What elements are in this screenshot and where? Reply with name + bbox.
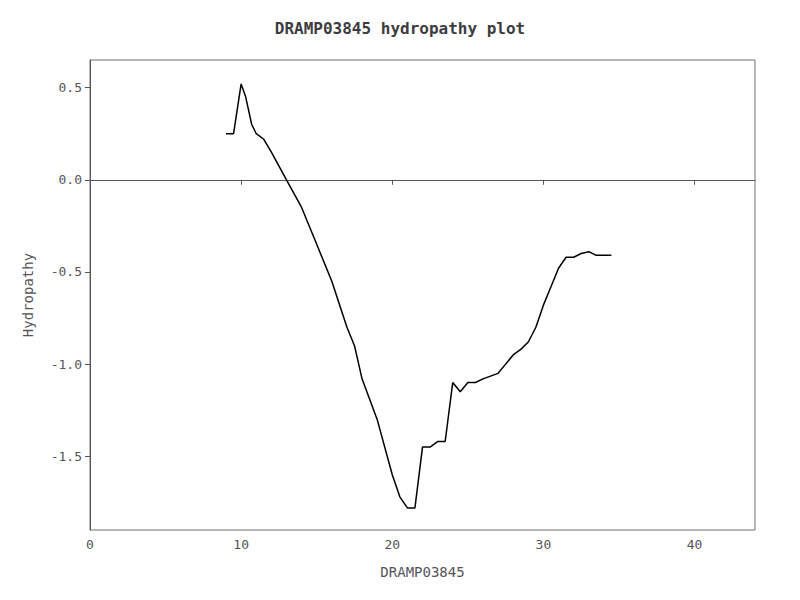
svg-text:10: 10 [233,537,249,552]
svg-text:-0.5: -0.5 [51,264,82,279]
svg-text:0: 0 [86,537,94,552]
svg-text:DRAMP03845: DRAMP03845 [380,564,464,580]
svg-text:30: 30 [536,537,552,552]
svg-text:20: 20 [384,537,400,552]
svg-text:-1.0: -1.0 [51,357,82,372]
svg-text:DRAMP03845 hydropathy plot: DRAMP03845 hydropathy plot [275,19,525,38]
svg-text:0.5: 0.5 [59,80,82,95]
svg-text:40: 40 [687,537,703,552]
svg-text:Hydropathy: Hydropathy [20,253,36,337]
svg-text:-1.5: -1.5 [51,449,82,464]
svg-text:0.0: 0.0 [59,172,82,187]
